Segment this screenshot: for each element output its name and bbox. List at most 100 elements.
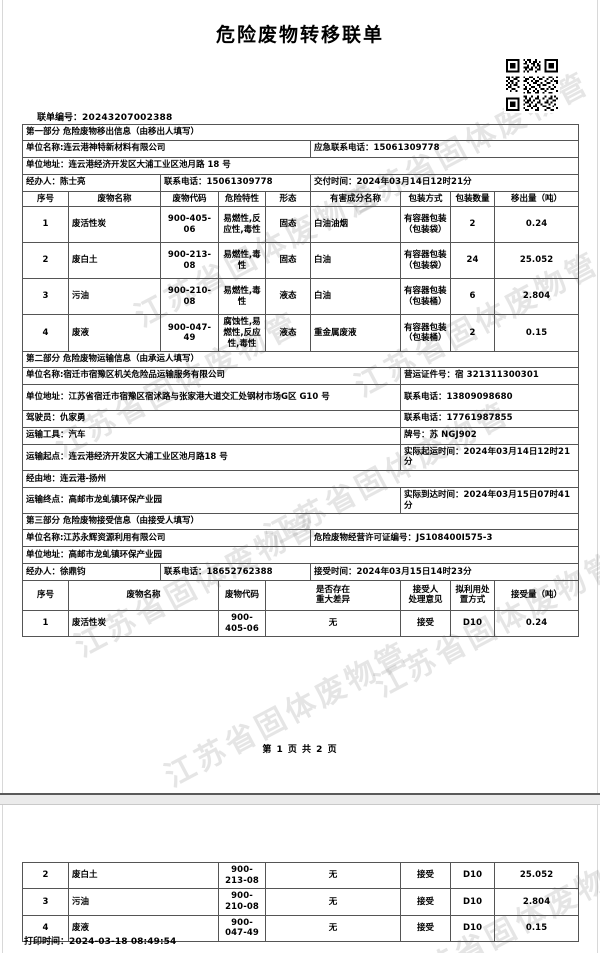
receive-cell-name: 废活性炭 (68, 609, 219, 638)
receive-col-opinion-line1: 接受人 (412, 584, 439, 595)
qr-code-icon (504, 57, 560, 113)
waste-cell-qty: 2 (450, 206, 495, 244)
section1-unit-address: 单位地址：连云港经济开发区大浦工业区池月路 18 号 (21, 156, 580, 175)
table-row: 3 污油 900-210-08 无 接受 D10 2.804 (22, 888, 580, 916)
waste-cell-qty: 2 (450, 314, 495, 353)
waste-cell-code: 900-213-08 (160, 242, 219, 280)
section2-unit-address-label: 单位地址： (26, 391, 69, 402)
receive-cell-difference: 无 (265, 609, 401, 638)
waste-col-qty: 包装数量 (450, 190, 495, 208)
section2-driver-phone-label: 联系电话： (404, 413, 447, 424)
receive-cell-amount: 0.24 (493, 609, 580, 638)
receive-cell-opinion: 接受 (400, 861, 452, 890)
receive-cell-difference: 无 (265, 861, 402, 890)
section2-depart-time-value: 2024年03月14日12时21分 (404, 446, 571, 468)
section2-via-value: 连云港-扬州 (60, 473, 107, 484)
section2-unit-address-value: 江苏省宿迁市宿豫区宿沭路与张家港大道交汇处钢材市场G区 G10 号 (68, 391, 330, 402)
manifest-serial-value: 20243207002388 (82, 113, 173, 123)
receive-cell-name: 污油 (67, 888, 220, 916)
section3-phone: 联系电话：18652762388 (160, 562, 311, 581)
section2-plate-label: 牌号： (404, 430, 430, 441)
waste-cell-component: 重金属废液 (310, 314, 401, 353)
receive-col-code: 废物代码 (218, 579, 266, 611)
receive-col-opinion: 接受人 处理意见 (400, 579, 451, 611)
waste-cell-form: 固态 (265, 242, 311, 280)
section3-unit-name-label: 单位名称: (26, 532, 64, 543)
section2-phone-value: 13809098680 (446, 391, 513, 402)
waste-col-package: 包装方式 (400, 190, 451, 208)
section1-emergency-phone: 应急联系电话：15061309778 (309, 139, 580, 158)
waste-cell-code: 900-210-08 (160, 278, 219, 316)
section2-depart-time-label: 实际起运时间： (404, 446, 464, 457)
receive-cell-no: 1 (22, 609, 69, 638)
print-time-value: 2024-03-18 08:49:54 (69, 937, 177, 947)
receive-cell-method: D10 (450, 609, 495, 638)
section3-phone-value: 18652762388 (206, 566, 273, 577)
section1-phone-value: 15061309778 (206, 177, 273, 188)
receive-cell-method: D10 (450, 888, 496, 916)
section2-license: 营运证件号：宿 321311300301 (399, 366, 580, 385)
section1-phone: 联系电话：15061309778 (160, 173, 311, 192)
receive-cell-code: 900-405-06 (218, 609, 266, 638)
section2-origin-value: 连云港经济开发区大浦工业区池月路18 号 (68, 452, 228, 463)
table-row: 2 废白土 900-213-08 易燃性,毒性 固态 白油 有容器包装（包装袋）… (22, 242, 580, 280)
receive-cell-no: 3 (22, 888, 69, 916)
waste-cell-hazard: 易燃性,反应性,毒性 (218, 206, 266, 244)
table-row: 1 废活性炭 900-405-06 易燃性,反应性,毒性 固态 白油油烟 有容器… (22, 206, 580, 244)
section1-phone-label: 联系电话： (164, 177, 207, 188)
waste-cell-package: 有容器包装（包装桶） (400, 314, 451, 353)
table-row: 1 废活性炭 900-405-06 无 接受 D10 0.24 (22, 609, 580, 638)
section2-driver-value: 仇家勇 (60, 413, 86, 424)
waste-cell-component: 白油油烟 (310, 206, 401, 244)
section1-delivery-time-value: 2024年03月14日12时21分 (356, 177, 472, 188)
table-row: 4 废液 900-047-49 腐蚀性,易燃性,反应性,毒性 液态 重金属废液 … (22, 314, 580, 353)
receive-col-difference-line1: 是否存在 (315, 584, 350, 595)
section2-arrive-time: 实际到达时间：2024年03月15日07时41分 (399, 486, 580, 515)
section1-delivery-time: 交付时间：2024年03月14日12时21分 (309, 173, 580, 192)
table-row: 4 废液 900-047-49 无 接受 D10 0.15 (22, 914, 580, 942)
section1-unit-address-label: 单位地址： (26, 160, 69, 171)
section1-unit-address-value: 连云港经济开发区大浦工业区池月路 18 号 (68, 160, 231, 171)
section2-arrive-time-value: 2024年03月15日07时41分 (404, 490, 571, 511)
section2-driver: 驾驶员：仇家勇 (22, 409, 401, 428)
waste-cell-package: 有容器包装（包装袋） (400, 242, 451, 280)
waste-cell-no: 3 (22, 278, 69, 316)
section2-unit-name: 单位名称:宿迁市宿豫区机关危险品运输服务有限公司 (22, 366, 401, 385)
waste-cell-name: 废白土 (68, 242, 161, 280)
receive-cell-difference: 无 (265, 914, 402, 942)
waste-col-component: 有害成分名称 (310, 190, 401, 208)
receive-cell-name: 废白土 (67, 861, 220, 890)
section3-permit-label: 危险废物经营许可证编号： (314, 532, 417, 543)
section2-vehicle-value: 汽车 (68, 430, 86, 441)
waste-cell-name: 废液 (68, 314, 161, 353)
section2-license-value: 宿 321311300301 (455, 370, 539, 381)
waste-cell-amount: 0.15 (493, 314, 580, 353)
section1-emergency-phone-label: 应急联系电话： (314, 143, 374, 154)
receive-cell-code: 900-210-08 (218, 888, 267, 916)
table-row: 2 废白土 900-213-08 无 接受 D10 25.052 (22, 861, 580, 890)
waste-cell-qty: 24 (450, 242, 495, 280)
section2-destination: 运输终点：高邮市龙虬镇环保产业园 (22, 486, 401, 515)
waste-col-hazard: 危险特性 (218, 190, 266, 208)
receive-col-no: 序号 (22, 579, 69, 611)
waste-cell-code: 900-047-49 (160, 314, 219, 353)
section3-handler-label: 经办人： (26, 566, 61, 577)
waste-cell-form: 液态 (265, 314, 311, 353)
section1-handler: 经办人：陈士亮 (22, 173, 161, 192)
receive-col-method: 拟利用处置方式 (450, 579, 495, 611)
section3-handler-value: 徐鼎钧 (60, 566, 86, 577)
receive-cell-method: D10 (450, 914, 496, 942)
receive-cell-name: 废液 (67, 914, 220, 942)
page-number-footer: 第 1 页 共 2 页 (262, 745, 338, 755)
receive-col-amount: 接受量（吨） (493, 579, 580, 611)
waste-cell-code: 900-405-06 (160, 206, 219, 244)
waste-cell-form: 固态 (265, 206, 311, 244)
section2-unit-name-label: 单位名称: (26, 370, 64, 381)
waste-col-amount: 移出量（吨） (493, 190, 580, 208)
section2-heading: 第二部分 危险废物运输信息（由承运人填写） (21, 351, 580, 368)
receive-cell-difference: 无 (265, 888, 402, 916)
receive-cell-method: D10 (450, 861, 496, 890)
section2-driver-phone: 联系电话：17761987855 (399, 409, 580, 428)
waste-cell-amount: 25.052 (493, 242, 580, 280)
receive-cell-amount: 2.804 (494, 888, 580, 916)
